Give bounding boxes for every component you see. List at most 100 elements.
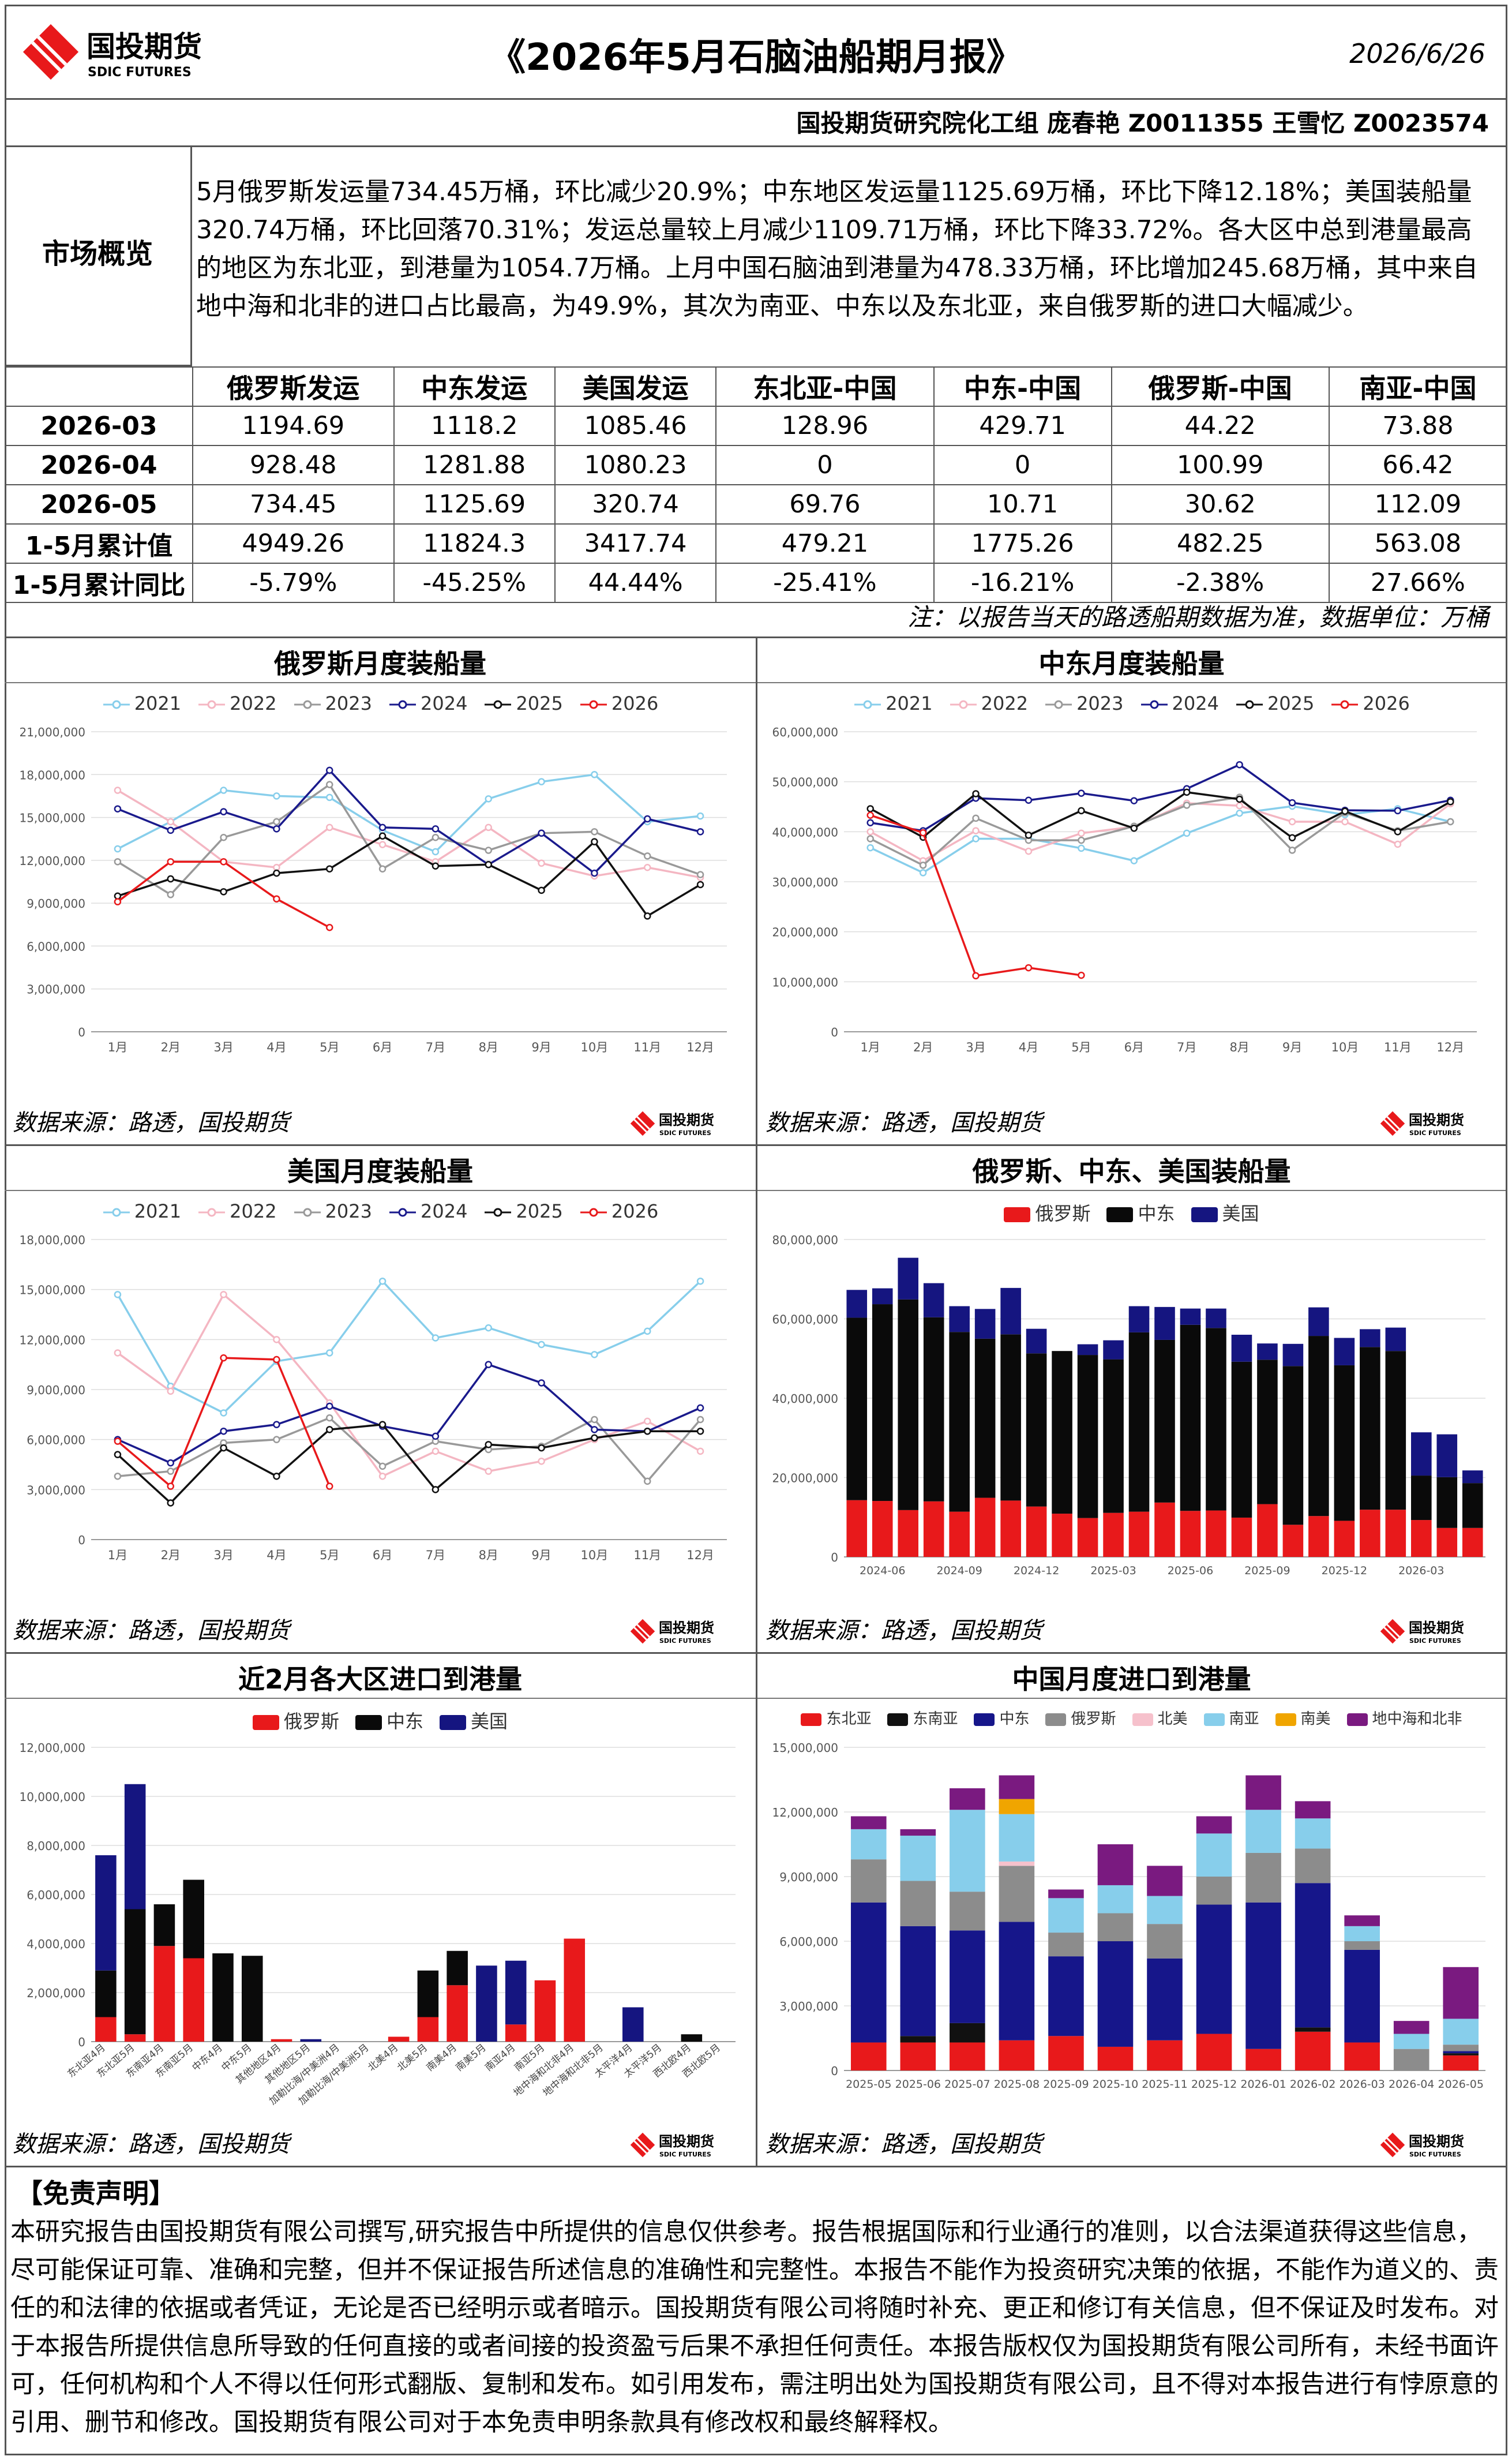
data-point	[167, 858, 174, 866]
data-point	[114, 858, 122, 866]
bar-segment	[1048, 1889, 1084, 1899]
bar-segment	[1097, 2046, 1134, 2070]
bar-segment	[1411, 1476, 1432, 1521]
series-line-2025	[117, 1423, 701, 1504]
data-point	[273, 1421, 280, 1428]
data-point	[1130, 857, 1138, 864]
bar-segment	[1052, 1351, 1072, 1514]
y-tick-label: 4,000,000	[27, 1937, 85, 1951]
data-point	[644, 815, 651, 823]
table-header-row: 俄罗斯发运 中东发运 美国发运 东北亚-中国 中东-中国 俄罗斯-中国 南亚-中…	[5, 366, 1508, 407]
logo-cn: 国投期货	[659, 2133, 714, 2150]
x-tick-label: 7月	[426, 1548, 445, 1562]
legend-item: 2022	[949, 692, 1028, 714]
data-point	[538, 886, 545, 894]
x-tick-label: 11月	[633, 1040, 661, 1054]
panel-russia-loadings: 俄罗斯月度装船量 2021 2022 2023 2024 2025 2026 数据来源：路…	[5, 638, 757, 1146]
data-point	[1130, 825, 1138, 832]
bar-segment	[505, 2024, 527, 2042]
x-tick-label: 12月	[686, 1548, 714, 1562]
data-point	[220, 888, 227, 896]
data-point	[1025, 832, 1033, 839]
source-note: 数据来源：路透，国投期货	[766, 1617, 1042, 1644]
bar-segment	[1295, 1848, 1331, 1884]
logo-cn: 国投期货	[659, 1620, 714, 1636]
data-point	[220, 787, 227, 794]
data-point	[696, 1277, 704, 1285]
legend-item: 美国	[440, 1707, 508, 1733]
authors-line: 国投期货研究院化工组 庞春艳 Z0011355 王雪忆 Z0023574	[5, 100, 1507, 147]
series-line-2023	[869, 796, 1451, 867]
y-tick-label: 8,000,000	[27, 1839, 85, 1853]
x-tick-label: 3月	[966, 1040, 985, 1054]
bar-segment	[1344, 1915, 1380, 1926]
chart-legend: 2021 2022 2023 2024 2025 2026	[5, 691, 756, 714]
x-tick-label: 1月	[108, 1040, 127, 1054]
bar-segment	[872, 1288, 893, 1305]
x-tick-label: 2026-05	[1438, 2078, 1484, 2091]
legend-item: 2022	[197, 692, 277, 714]
bar-segment	[1257, 1343, 1278, 1360]
data-point	[1078, 789, 1085, 797]
bar-segment	[1411, 1520, 1432, 1557]
data-point	[114, 787, 122, 794]
bar-segment	[1180, 1324, 1201, 1511]
y-tick-label: 18,000,000	[19, 1233, 85, 1247]
bar-segment	[95, 1855, 117, 1971]
table-cell: 3417.74	[554, 523, 717, 564]
x-tick-label: 9月	[531, 1040, 551, 1054]
data-point	[1394, 840, 1402, 848]
bar-segment	[1206, 1308, 1226, 1328]
panel-title: 中东月度装船量	[1038, 648, 1225, 679]
bar-segment	[124, 1909, 146, 2035]
source-note: 数据来源：路透，国投期货	[13, 2131, 290, 2158]
bar-segment	[1257, 1504, 1278, 1557]
data-point	[972, 814, 980, 822]
table-cell: 482.25	[1110, 523, 1330, 564]
table-cell: 112.09	[1328, 484, 1508, 525]
data-point	[1394, 807, 1402, 815]
data-point	[167, 1387, 174, 1395]
bar-segment	[1443, 2019, 1479, 2045]
bar-segment	[476, 1965, 497, 2042]
x-tick-label: 4月	[267, 1548, 286, 1562]
data-point	[378, 823, 387, 832]
x-tick-label: 10月	[1331, 1040, 1359, 1054]
data-point	[591, 1351, 598, 1358]
table-cell: 44.44%	[554, 563, 717, 603]
data-point	[432, 833, 440, 841]
y-tick-label: 9,000,000	[27, 1383, 85, 1397]
legend-item: 2025	[1235, 692, 1314, 714]
table-note: 注：以报告当天的路透船期数据为准，数据单位：万桶	[5, 597, 1507, 638]
legend-item: 2021	[853, 692, 933, 714]
data-point	[432, 848, 440, 856]
company-logo: 国投期货 SDIC FUTURES	[22, 24, 202, 80]
report-date: 2026/6/26	[1349, 38, 1485, 69]
x-tick-label: 2026-01	[1240, 2078, 1286, 2091]
overview-label: 市场概览	[5, 147, 192, 366]
table-cell: 563.08	[1328, 523, 1508, 564]
y-tick-label: 15,000,000	[19, 811, 85, 825]
bar-segment	[850, 1829, 887, 1860]
data-point	[432, 1486, 440, 1493]
y-tick-label: 40,000,000	[772, 1392, 838, 1406]
table-cell: 734.45	[192, 484, 395, 525]
bar-segment	[900, 1829, 936, 1836]
bar-segment	[1436, 1527, 1458, 1557]
data-point	[972, 835, 980, 843]
table-cell: 10.71	[933, 484, 1112, 525]
data-point	[644, 1417, 651, 1425]
data-point	[378, 841, 387, 848]
bar-segment	[1000, 1287, 1021, 1335]
legend-item: 2025	[483, 692, 563, 714]
bar-segment	[1282, 1343, 1304, 1366]
x-tick-label: 7月	[426, 1040, 445, 1054]
table-cell: 73.88	[1328, 406, 1508, 446]
table-header-cell: 东北亚-中国	[715, 366, 935, 407]
bar-segment	[153, 1904, 175, 1946]
y-tick-label: 18,000,000	[19, 768, 85, 782]
bar-segment	[846, 1290, 868, 1318]
legend-item: 东北亚	[801, 1707, 871, 1728]
data-point	[1394, 828, 1402, 836]
